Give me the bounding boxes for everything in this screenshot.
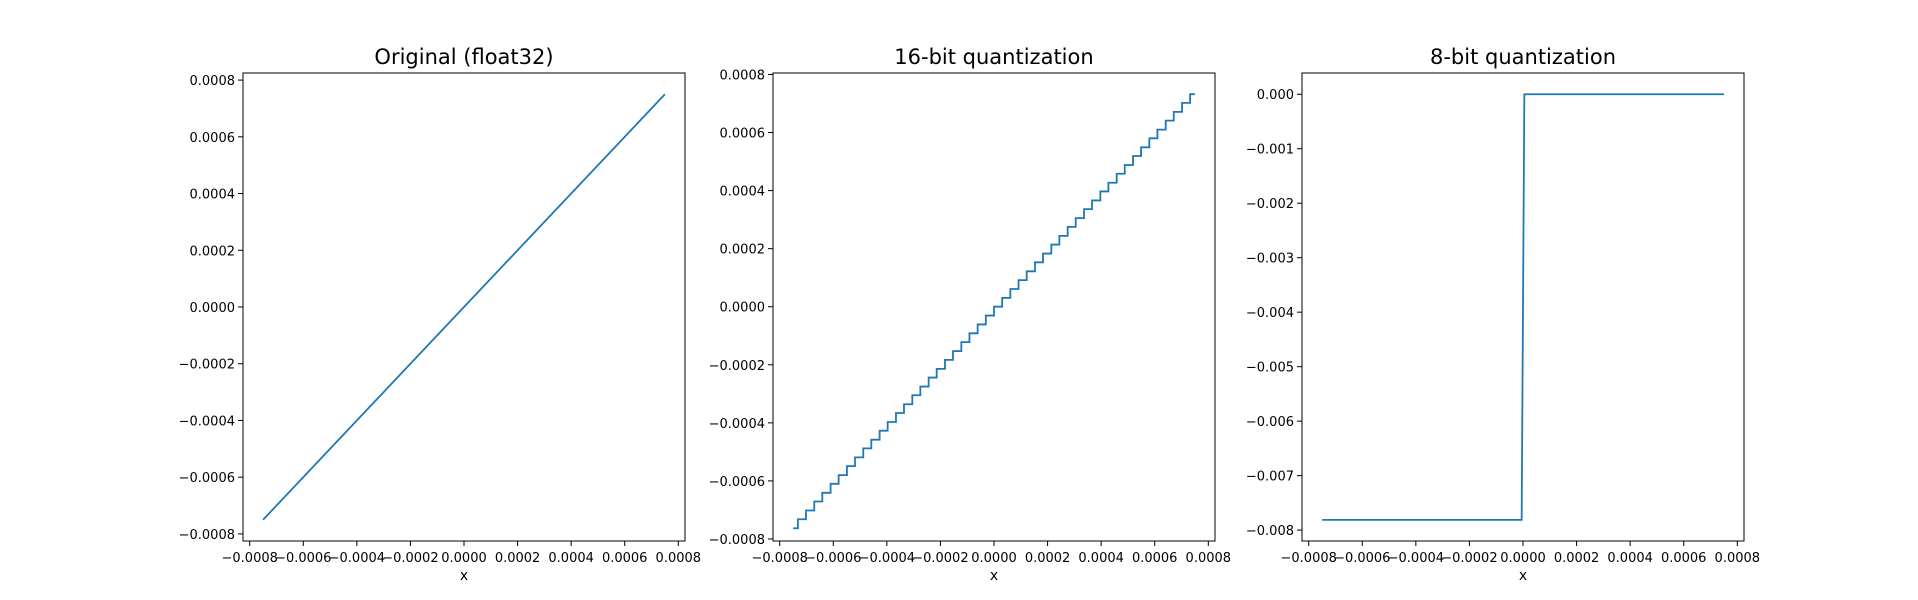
x-tick-label: −0.0002 (382, 551, 438, 566)
x-tick-label: 0.0004 (548, 551, 594, 566)
x-tick-label: 0.0006 (1661, 551, 1707, 566)
x-tick-label: 0.0004 (1607, 551, 1653, 566)
y-tick-label: −0.0006 (179, 471, 235, 486)
x-tick-label: −0.0008 (222, 551, 278, 566)
x-tick-label: 0.0006 (602, 551, 648, 566)
x-axis-label: x (460, 568, 468, 584)
x-tick-label: 0.0000 (1500, 551, 1546, 566)
x-tick-label: 0.0002 (495, 551, 541, 566)
y-tick-label: −0.0002 (179, 358, 235, 373)
y-tick-label: −0.003 (1246, 252, 1294, 267)
y-tick-label: 0.0000 (720, 301, 766, 316)
y-tick-label: −0.004 (1246, 306, 1294, 321)
y-tick-label: 0.0004 (720, 185, 766, 200)
x-axis-label: x (990, 568, 998, 584)
x-tick-label: 0.0008 (1186, 551, 1232, 566)
y-tick-label: −0.005 (1246, 361, 1294, 376)
series-line (1322, 93, 1724, 521)
subplot-original-float32: Original (float32) x −0.0008−0.0006−0.00… (179, 45, 701, 584)
subplot-title: 8-bit quantization (1430, 45, 1616, 69)
subplot-16-bit-quantization: 16-bit quantization x −0.0008−0.0006−0.0… (709, 45, 1231, 584)
y-tick-label: −0.006 (1246, 415, 1294, 430)
y-tick-label: −0.002 (1246, 197, 1294, 212)
x-tick-label: 0.0002 (1554, 551, 1600, 566)
y-tick-label: −0.007 (1246, 470, 1294, 485)
x-tick-label: 0.0006 (1132, 551, 1178, 566)
x-tick-label: −0.0006 (1334, 551, 1390, 566)
x-tick-label: 0.0000 (441, 551, 487, 566)
y-tick-label: 0.0008 (720, 68, 766, 83)
x-tick-label: 0.0008 (656, 551, 702, 566)
y-tick-label: 0.0008 (190, 74, 236, 89)
y-tick-label: 0.0004 (190, 188, 236, 203)
y-tick-label: −0.001 (1246, 143, 1294, 158)
x-tick-label: 0.0000 (971, 551, 1017, 566)
series-line (262, 93, 666, 521)
y-tick-label: −0.0008 (709, 533, 765, 548)
x-tick-label: −0.0006 (275, 551, 331, 566)
subplot-8-bit-quantization: 8-bit quantization x −0.0008−0.0006−0.00… (1246, 45, 1760, 584)
x-tick-label: −0.0008 (752, 551, 808, 566)
y-tick-label: −0.0002 (709, 359, 765, 374)
subplot-title: 16-bit quantization (894, 45, 1093, 69)
x-axis-label: x (1519, 568, 1527, 584)
y-tick-label: −0.008 (1246, 524, 1294, 539)
x-tick-label: 0.0004 (1078, 551, 1124, 566)
subplot-title: Original (float32) (374, 45, 553, 69)
x-tick-label: −0.0008 (1281, 551, 1337, 566)
series-line (793, 93, 1195, 530)
x-tick-label: −0.0004 (1388, 551, 1444, 566)
x-tick-label: −0.0002 (1441, 551, 1497, 566)
y-tick-label: −0.0004 (179, 414, 235, 429)
y-tick-label: −0.0004 (709, 417, 765, 432)
y-tick-label: 0.000 (1257, 88, 1294, 103)
y-tick-label: 0.0006 (720, 127, 766, 142)
y-tick-label: 0.0006 (190, 131, 236, 146)
y-tick-label: 0.0002 (190, 244, 236, 259)
x-tick-label: −0.0006 (805, 551, 861, 566)
x-tick-label: −0.0002 (912, 551, 968, 566)
x-tick-label: −0.0004 (329, 551, 385, 566)
y-tick-label: 0.0000 (190, 301, 236, 316)
x-tick-label: 0.0002 (1025, 551, 1071, 566)
x-tick-label: −0.0004 (859, 551, 915, 566)
y-tick-label: −0.0008 (179, 528, 235, 543)
y-tick-label: −0.0006 (709, 475, 765, 490)
x-tick-label: 0.0008 (1715, 551, 1761, 566)
y-tick-label: 0.0002 (720, 243, 766, 258)
